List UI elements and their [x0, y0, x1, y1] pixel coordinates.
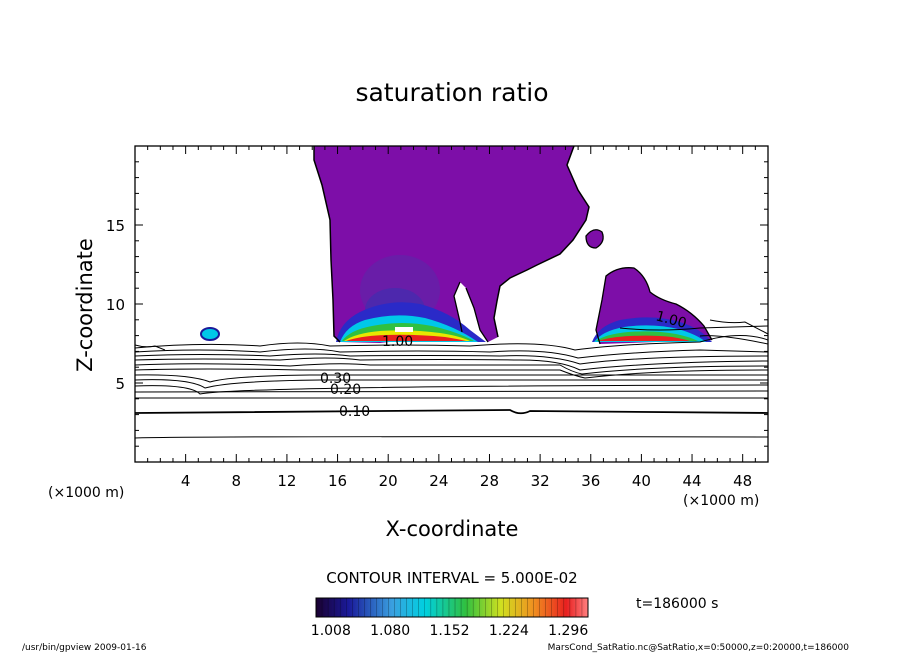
- y-axis-title: Z-coordinate: [73, 238, 97, 372]
- x-axis-title: X-coordinate: [386, 517, 519, 541]
- x-tick-label: 20: [379, 472, 398, 490]
- contour-outline: [595, 267, 713, 345]
- colorbar-label: 1.296: [548, 623, 588, 639]
- band-red-right: [598, 335, 690, 341]
- supersaturated-region-small: [586, 229, 604, 248]
- contour-outline: [313, 146, 341, 343]
- colorbar-label: 1.152: [429, 623, 469, 639]
- x-tick-label: 4: [181, 472, 191, 490]
- contour-interval: CONTOUR INTERVAL = 5.000E-02: [326, 569, 577, 587]
- x-unit-label-right: (×1000 m): [683, 493, 759, 509]
- x-tick-label: 12: [277, 472, 296, 490]
- chart-title: saturation ratio: [355, 78, 548, 107]
- y-tick-label: 10: [106, 296, 125, 314]
- x-tick-label: 16: [328, 472, 347, 490]
- x-axis: 4 8 12 16 20 24 28 32 36 40 44 48: [147, 146, 756, 490]
- x-tick-label: 8: [232, 472, 242, 490]
- footer-left: /usr/bin/gpview 2009-01-16: [22, 643, 147, 653]
- plot-area: 0.10 0.20 0.30 1.00 1.00: [135, 146, 768, 439]
- blob-left: [200, 327, 220, 341]
- colorbar-label: 1.224: [489, 623, 529, 639]
- footer-right: MarsCond_SatRatio.nc@SatRatio,x=0:50000,…: [548, 643, 850, 653]
- x-tick-label: 32: [531, 472, 550, 490]
- band-white-center: [395, 327, 413, 332]
- x-tick-label: 28: [480, 472, 499, 490]
- colorbar-label: 1.008: [311, 623, 351, 639]
- contour-label: 1.00: [654, 308, 688, 332]
- contour-outline: [453, 281, 463, 333]
- colorbar-label: 1.080: [370, 623, 410, 639]
- supersaturated-region-main: [314, 146, 589, 343]
- x-tick-label: 40: [632, 472, 651, 490]
- contour-label: 0.20: [330, 382, 361, 398]
- contour-label: 0.10: [339, 404, 370, 420]
- contour-outline: [493, 146, 590, 338]
- colorbar: [315, 597, 589, 618]
- y-tick-label: 5: [115, 375, 125, 393]
- contour-lines: [135, 319, 768, 439]
- contour-label: 0.30: [320, 371, 351, 387]
- time-label: t=186000 s: [636, 596, 718, 612]
- contour-outline: [465, 287, 489, 343]
- x-tick-label: 24: [429, 472, 448, 490]
- x-tick-label: 36: [581, 472, 600, 490]
- y-tick-label: 15: [106, 217, 125, 235]
- x-tick-label: 48: [733, 472, 752, 490]
- band-red-center: [346, 334, 466, 341]
- contour-label: 1.00: [382, 334, 413, 350]
- contour-outline: [585, 229, 604, 249]
- colorbar-labels: 1.008 1.080 1.152 1.224 1.296: [311, 623, 589, 639]
- x-tick-label: 44: [682, 472, 701, 490]
- y-axis: 5 10 15: [106, 161, 768, 447]
- colorbar-ticks: [315, 598, 589, 617]
- x-unit-label-left: (×1000 m): [48, 485, 124, 501]
